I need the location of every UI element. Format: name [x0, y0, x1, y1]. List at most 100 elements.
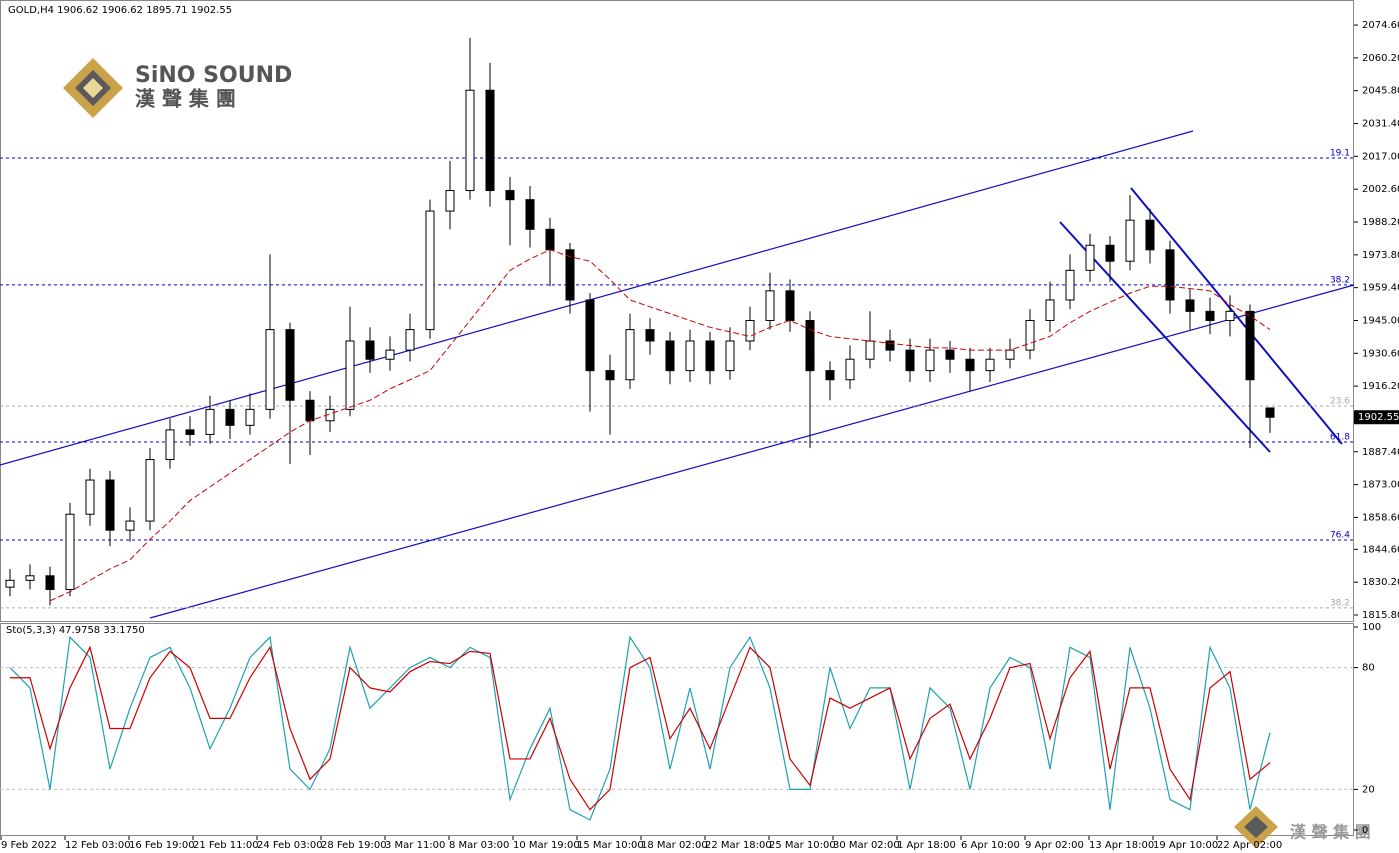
trendlines [0, 130, 1355, 619]
logo: SiNO SOUND 漢 聲 集 團 漢 聲 集 團 [63, 58, 1371, 848]
y-tick-label: 1988.20 [1362, 217, 1399, 228]
candle-body [525, 199, 535, 230]
candle-body [905, 349, 915, 372]
candle-body [1025, 319, 1035, 351]
x-tick-label: 12 Feb 03:00 [65, 840, 131, 851]
candle-body [265, 329, 275, 410]
candle-body [545, 228, 555, 251]
candle-body [1185, 299, 1195, 312]
candle-body [145, 459, 155, 522]
candle-body [85, 479, 95, 515]
current-price: 1902.55 [1358, 412, 1399, 423]
candle-body [565, 249, 575, 301]
y-tick-label: 2017.00 [1362, 151, 1399, 162]
x-tick-label: 21 Feb 11:00 [193, 840, 259, 851]
level-label: 76.4 [1330, 530, 1350, 540]
logo-chinese: 漢 聲 集 團 [135, 87, 236, 111]
y-tick-label: 1916.20 [1362, 381, 1399, 392]
moving-average [49, 249, 1271, 602]
candle-body [1205, 310, 1215, 321]
candle-body [465, 89, 475, 192]
candle-body [225, 408, 235, 426]
logo-chinese: 漢 聲 集 團 [1290, 823, 1371, 842]
candle-body [205, 408, 215, 435]
candle-body [745, 319, 755, 342]
candle-body [305, 399, 315, 422]
price-box [1354, 410, 1399, 425]
candle-body [625, 329, 635, 381]
y-tick-label: 1858.60 [1362, 512, 1399, 523]
y-tick-label: 2031.40 [1362, 119, 1399, 130]
candle-body [285, 329, 295, 401]
chart-header: GOLD,H4 1906.62 1906.62 1895.71 1902.55 [8, 5, 232, 16]
y-tick-label: 1844.60 [1362, 544, 1399, 555]
candle-body [445, 190, 455, 212]
candle-body [45, 575, 55, 590]
y-tick-label: 20 [1362, 784, 1375, 795]
candle-body [1225, 310, 1235, 321]
y-tick-label: 1873.00 [1362, 480, 1399, 491]
candle-body [885, 340, 895, 351]
y-tick-label: 1945.00 [1362, 315, 1399, 326]
candle-body [1125, 219, 1135, 262]
y-tick-label: 2002.60 [1362, 184, 1399, 195]
indicator-line [9, 635, 1271, 821]
y-tick-label: 1815.80 [1362, 610, 1399, 621]
sub-frame [0, 623, 1354, 836]
candle-body [765, 290, 775, 321]
candle-body [705, 340, 715, 372]
x-tick-label: 8 Mar 03:00 [449, 840, 509, 851]
candle-body [1165, 249, 1175, 301]
x-tick-label: 25 Mar 10:00 [769, 840, 836, 851]
y-tick-label: 2060.20 [1362, 53, 1399, 64]
level-label: 38.2 [1330, 275, 1350, 285]
candle-body [685, 340, 695, 372]
x-tick-label: 22 Mar 18:00 [705, 840, 772, 851]
candle-body [925, 349, 935, 372]
y-tick-label: 1887.40 [1362, 447, 1399, 458]
x-tick-label: 9 Apr 02:00 [1025, 840, 1084, 851]
indicator-header: Sto(5,3,3) 47.9758 33.1750 [6, 625, 145, 636]
x-tick-label: 30 Mar 02:00 [833, 840, 900, 851]
x-tick-label: 9 Feb 2022 [1, 840, 57, 851]
main-frame [0, 0, 1354, 622]
y-tick-label: 0 [1362, 825, 1368, 836]
y-tick-label: 1830.20 [1362, 577, 1399, 588]
trendline [0, 130, 1194, 466]
candle-body [405, 329, 415, 351]
x-tick-label: 24 Feb 03:00 [257, 840, 323, 851]
candle-body [1085, 244, 1095, 271]
candle-body [185, 429, 195, 435]
level-label: 38.2 [1330, 598, 1350, 608]
x-tick-label: 22 Apr 02:00 [1217, 840, 1282, 851]
x-tick-label: 16 Feb 19:00 [129, 840, 195, 851]
candle-body [845, 358, 855, 381]
candle-body [1105, 244, 1115, 262]
level-label: 19.1 [1330, 148, 1350, 158]
candle-body [365, 340, 375, 360]
x-tick-label: 13 Apr 18:00 [1089, 840, 1154, 851]
y-tick-label: 1959.40 [1362, 283, 1399, 294]
trendline [1130, 187, 1343, 445]
x-tick-label: 19 Apr 10:00 [1153, 840, 1218, 851]
x-tick-label: 10 Mar 19:00 [513, 840, 580, 851]
y-tick-label: 100 [1362, 622, 1381, 633]
candle-body [25, 575, 35, 581]
candle-body [1245, 310, 1255, 381]
y-tick-label: 1930.60 [1362, 348, 1399, 359]
x-tick-label: 3 Mar 11:00 [385, 840, 445, 851]
candle-body [585, 299, 595, 372]
level-label: 23.6 [1330, 396, 1350, 406]
logo-icon [1244, 816, 1268, 838]
candle-body [785, 290, 795, 321]
indicator-line [10, 645, 1271, 811]
candle-body [805, 319, 815, 372]
candle-body [645, 329, 655, 342]
y-tick-label: 2045.80 [1362, 86, 1399, 97]
candle-body [1145, 219, 1155, 251]
candle-body [725, 340, 735, 372]
candle-body [485, 89, 495, 192]
x-tick-label: 28 Feb 19:00 [321, 840, 387, 851]
